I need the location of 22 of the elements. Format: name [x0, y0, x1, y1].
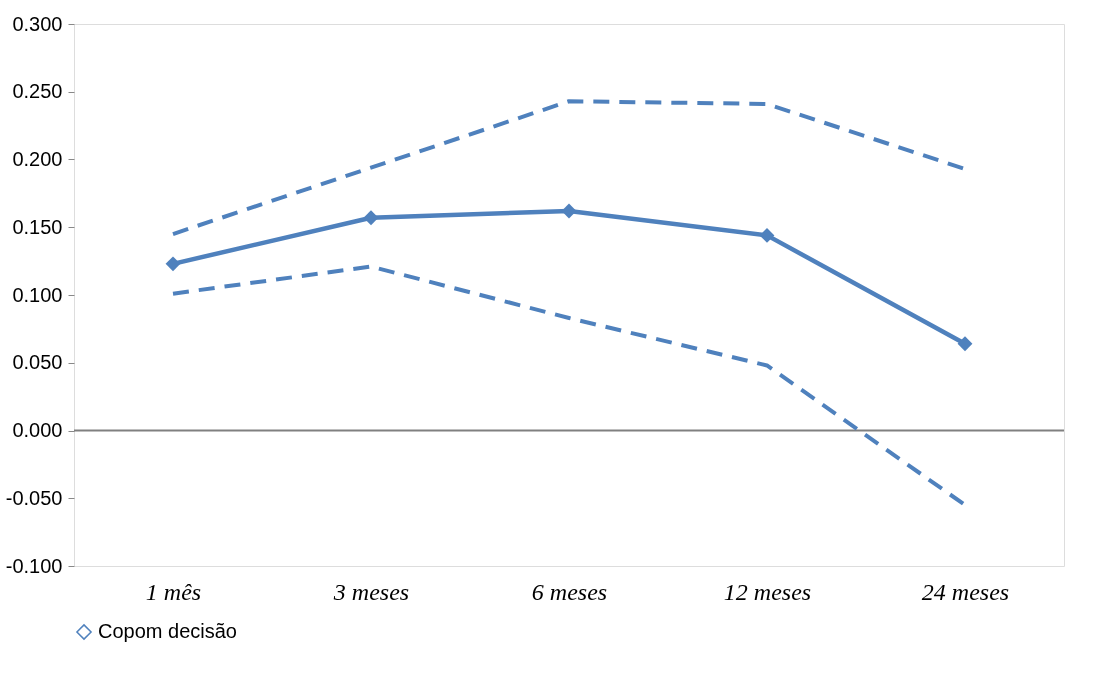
y-tick-label: 0.000: [12, 419, 63, 441]
point: [363, 210, 379, 226]
point: [957, 336, 973, 352]
line-series: [171, 99, 967, 237]
legend-label: Copom decisão: [98, 620, 237, 642]
x-tick-label: 3 meses: [332, 578, 410, 605]
x-tick-label: 24 meses: [921, 578, 1010, 605]
y-tick-label: 0.050: [12, 351, 63, 374]
y-tick-label: 0.250: [12, 80, 63, 103]
line-series: [171, 264, 967, 508]
point: [759, 227, 775, 243]
point: [561, 203, 577, 219]
point: [165, 256, 181, 272]
y-tick-label: -0.050: [5, 486, 63, 509]
y-tick-label: 0.150: [12, 215, 63, 238]
x-tick-label: 6 meses: [531, 578, 608, 605]
y-tick-label: 0.200: [12, 148, 63, 170]
y-tick-label: 0.300: [12, 12, 63, 35]
y-tick-label: -0.100: [5, 554, 63, 577]
x-tick-label: 12 meses: [723, 578, 812, 605]
x-tick-label: 1 mês: [145, 578, 202, 605]
y-tick-label: 0.100: [12, 283, 63, 306]
